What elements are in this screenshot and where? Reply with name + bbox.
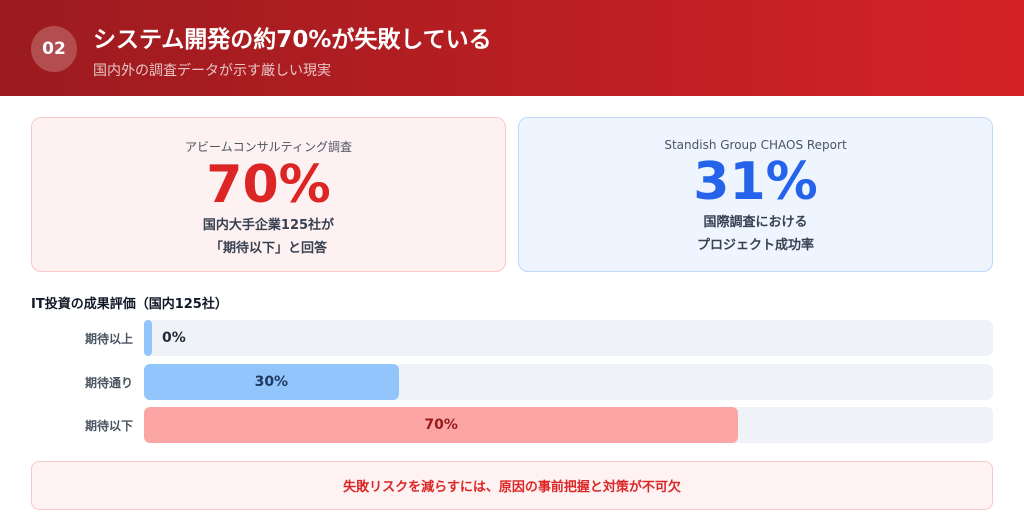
bar-value-label: 70% [424, 417, 458, 433]
bar-category-label: 期待通り [84, 376, 133, 390]
card-desc-line2: 「期待以下」と回答 [209, 241, 327, 256]
chart-title: IT投資の成果評価（国内125社） [31, 297, 228, 312]
bar-category-label: 期待以下 [84, 419, 133, 433]
bar-track: 0% [144, 320, 993, 356]
bar-value-label: 30% [254, 374, 289, 390]
bar-track: 70% [144, 407, 993, 443]
page-subtitle: 国内外の調査データが示す厳しい現実 [93, 63, 331, 79]
callout-note: 失敗リスクを減らすには、原因の事前把握と対策が不可欠 [31, 461, 993, 510]
card-desc-line1: 国際調査における [703, 215, 808, 230]
card-desc-line1: 国内大手企業125社が [202, 218, 335, 233]
bar [144, 364, 399, 400]
section-number-badge: 02 [31, 26, 77, 72]
bar-track: 30% [144, 364, 993, 400]
card-value: 70% [206, 155, 331, 215]
stat-card-chaos: Standish Group CHAOS Report 31% 国際調査における… [518, 117, 993, 272]
bar-category-label: 期待以上 [84, 332, 133, 346]
bar-row: 期待通り 30% [0, 364, 1024, 400]
stat-card-abeam: アビームコンサルティング調査 70% 国内大手企業125社が 「期待以下」と回答 [31, 117, 506, 272]
header: 02 システム開発の約70%が失敗している 国内外の調査データが示す厳しい現実 [0, 0, 1024, 96]
bar [144, 320, 152, 356]
bar-row: 期待以上 0% [0, 320, 1024, 356]
card-source: Standish Group CHAOS Report [664, 138, 847, 152]
bar-row: 期待以下 70% [0, 407, 1024, 443]
card-desc-line2: プロジェクト成功率 [696, 238, 814, 253]
bar-value-label: 0% [162, 330, 186, 346]
page-title: システム開発の約70%が失敗している [93, 27, 492, 53]
card-source: アビームコンサルティング調査 [185, 140, 352, 154]
card-value: 31% [693, 152, 818, 212]
bar [144, 407, 739, 443]
